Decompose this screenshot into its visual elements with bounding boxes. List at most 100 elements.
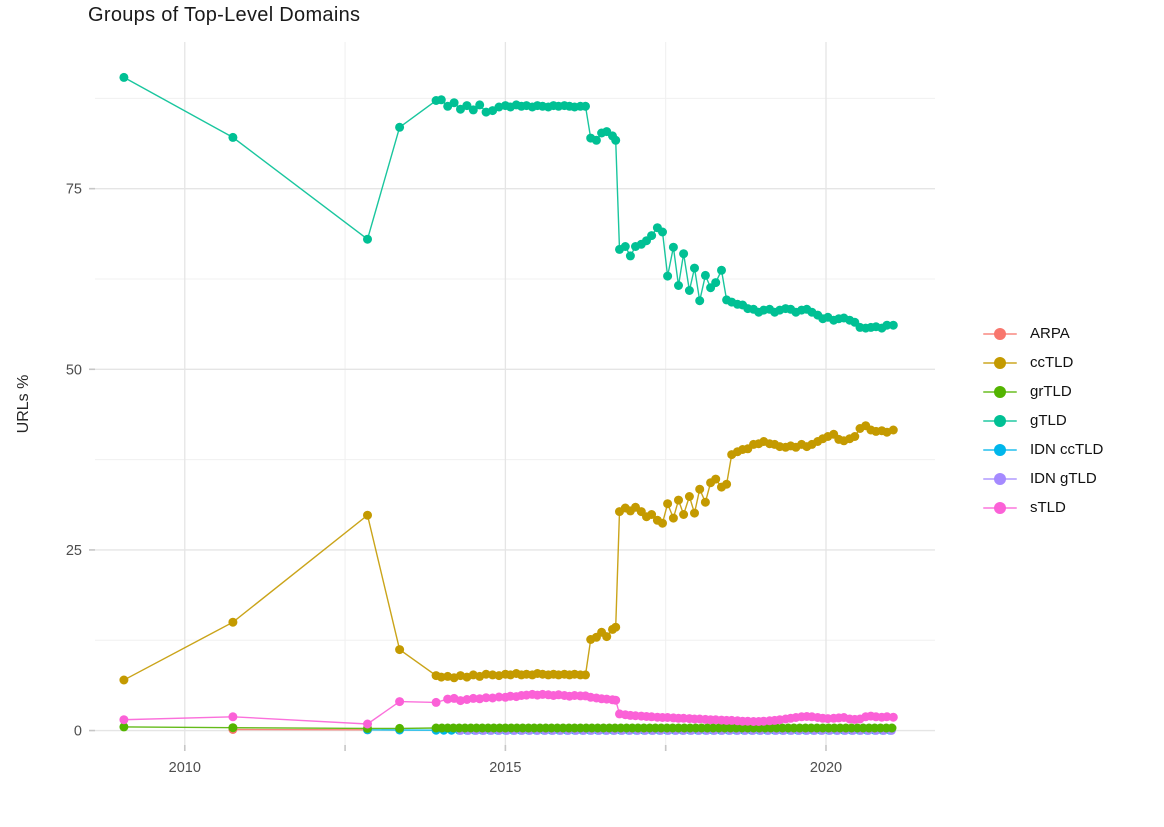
legend-item-gtld: gTLD bbox=[983, 406, 1103, 435]
legend-dot-icon bbox=[994, 443, 1006, 456]
series-point-gtld bbox=[700, 270, 710, 280]
series-point-cctld bbox=[481, 669, 491, 679]
legend-item-idn-gtld: IDN gTLD bbox=[983, 464, 1103, 493]
y-axis-tick-label: 25 bbox=[66, 543, 82, 559]
series-point-cctld bbox=[611, 622, 621, 632]
series-point-grtld bbox=[228, 723, 238, 733]
series-point-gtld bbox=[888, 320, 898, 330]
series-point-cctld bbox=[119, 675, 129, 685]
series-point-cctld bbox=[888, 425, 898, 435]
series-point-cctld bbox=[674, 495, 683, 505]
x-axis-tick-label: 2020 bbox=[810, 760, 842, 776]
series-point-stld bbox=[228, 712, 238, 722]
legend-item-grtld: grTLD bbox=[983, 377, 1103, 406]
x-axis-tick-label: 2010 bbox=[169, 760, 201, 776]
series-point-gtld bbox=[436, 95, 446, 105]
legend-key-icon bbox=[983, 414, 1017, 428]
series-point-cctld bbox=[668, 513, 678, 523]
series-point-gtld bbox=[882, 320, 892, 330]
legend-item-stld: sTLD bbox=[983, 493, 1103, 522]
series-point-cctld bbox=[700, 497, 710, 507]
series-point-gtld bbox=[625, 251, 635, 261]
series-point-cctld bbox=[647, 510, 657, 519]
legend-dot-icon bbox=[994, 385, 1006, 398]
legend-key-icon bbox=[983, 472, 1017, 486]
series-point-gtld bbox=[462, 101, 472, 111]
legend-label: ARPA bbox=[1030, 325, 1070, 342]
series-point-cctld bbox=[581, 670, 590, 680]
series-point-cctld bbox=[602, 632, 612, 642]
legend-dot-icon bbox=[994, 472, 1006, 485]
series-point-stld bbox=[481, 693, 491, 703]
legend-key-icon bbox=[983, 443, 1017, 457]
series-point-gtld bbox=[611, 135, 621, 145]
y-axis-tick-label: 0 bbox=[74, 724, 82, 740]
series-point-gtld bbox=[620, 242, 630, 251]
series-point-gtld bbox=[674, 281, 683, 290]
legend-label: gTLD bbox=[1030, 412, 1067, 429]
series-point-gtld bbox=[684, 286, 694, 295]
legend-label: ccTLD bbox=[1030, 354, 1074, 371]
series-point-cctld bbox=[663, 499, 673, 509]
series-point-gtld bbox=[658, 227, 667, 237]
legend-item-cctld: ccTLD bbox=[983, 348, 1103, 377]
series-point-cctld bbox=[363, 510, 372, 520]
series-point-gtld bbox=[449, 98, 459, 108]
series-point-cctld bbox=[658, 518, 667, 528]
series-point-stld bbox=[363, 719, 372, 729]
series-point-cctld bbox=[695, 484, 705, 494]
series-line-cctld bbox=[123, 424, 894, 681]
series-point-gtld bbox=[668, 242, 678, 252]
series-point-gtld bbox=[475, 100, 485, 110]
legend-label: grTLD bbox=[1030, 383, 1072, 400]
series-point-stld bbox=[468, 693, 478, 703]
series-point-stld bbox=[888, 712, 898, 722]
series-point-gtld bbox=[119, 72, 129, 82]
x-axis-tick-label: 2015 bbox=[489, 760, 521, 776]
legend-key-icon bbox=[983, 501, 1017, 515]
chart-title: Groups of Top-Level Domains bbox=[88, 4, 361, 26]
series-point-gtld bbox=[717, 265, 726, 275]
legend-dot-icon bbox=[994, 501, 1006, 514]
y-axis-tick-label: 75 bbox=[66, 182, 82, 198]
series-point-cctld bbox=[679, 510, 689, 519]
series-point-gtld bbox=[581, 101, 590, 111]
legend-dot-icon bbox=[994, 414, 1006, 427]
series-point-gtld bbox=[690, 263, 699, 273]
legend-key-icon bbox=[983, 327, 1017, 341]
series-point-gtld bbox=[468, 105, 478, 115]
series-point-cctld bbox=[711, 474, 721, 484]
series-point-stld bbox=[882, 712, 892, 722]
series-point-cctld bbox=[850, 432, 860, 441]
legend-dot-icon bbox=[994, 356, 1006, 369]
legend-label: IDN gTLD bbox=[1030, 470, 1097, 487]
series-point-stld bbox=[494, 692, 504, 702]
legend-item-idn-cctld: IDN ccTLD bbox=[983, 435, 1103, 464]
series-point-stld bbox=[119, 715, 129, 725]
series-point-gtld bbox=[228, 132, 238, 142]
legend-key-icon bbox=[983, 385, 1017, 399]
series-point-grtld bbox=[395, 723, 405, 733]
series-point-gtld bbox=[363, 234, 372, 244]
series-point-grtld bbox=[887, 723, 897, 733]
series-point-stld bbox=[395, 697, 405, 707]
series-point-gtld bbox=[711, 278, 721, 288]
series-point-stld bbox=[611, 695, 621, 705]
series-point-gtld bbox=[663, 271, 673, 281]
plot-area: 2010 2015 2020 0 25 50 75 bbox=[66, 42, 935, 776]
series-point-cctld bbox=[395, 645, 405, 655]
series-point-cctld bbox=[228, 617, 238, 627]
y-axis-tick-label: 50 bbox=[66, 362, 82, 378]
series-point-cctld bbox=[684, 492, 694, 501]
series-point-stld bbox=[431, 697, 441, 707]
legend: ARPA ccTLD grTLD gTLD IDN ccTLD IDN gTLD sTLD bbox=[983, 319, 1103, 522]
legend-key-icon bbox=[983, 356, 1017, 370]
series-point-gtld bbox=[647, 231, 657, 241]
legend-item-arpa: ARPA bbox=[983, 319, 1103, 348]
series-point-grtld bbox=[119, 722, 129, 732]
legend-label: sTLD bbox=[1030, 499, 1066, 516]
series-line-gtld bbox=[123, 76, 894, 329]
series-point-gtld bbox=[679, 249, 689, 259]
series-point-gtld bbox=[695, 296, 705, 306]
